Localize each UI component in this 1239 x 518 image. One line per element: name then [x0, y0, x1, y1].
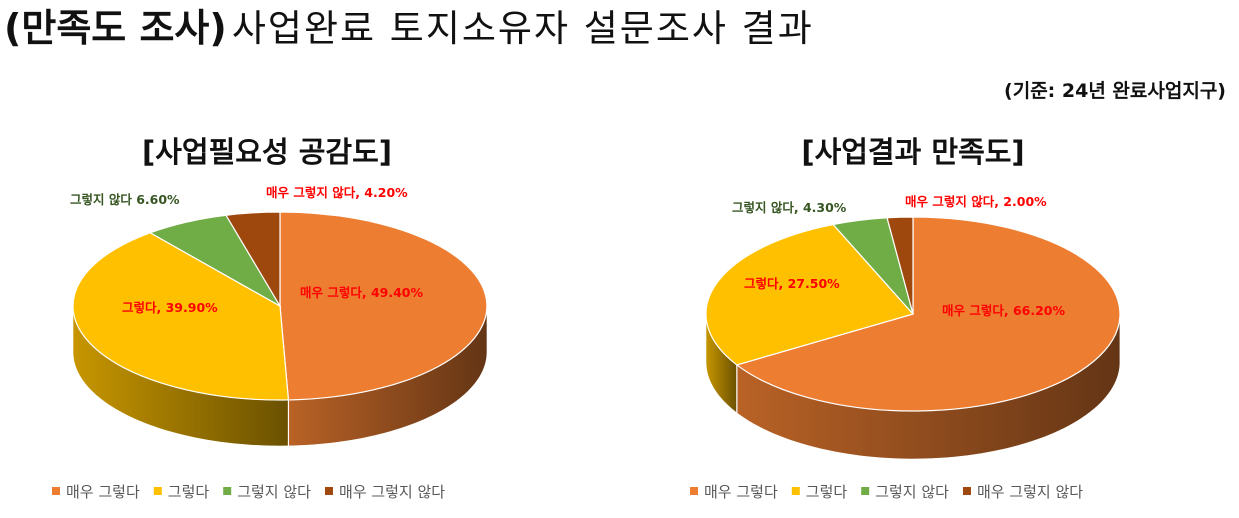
pie-side-walls: [705, 314, 1121, 460]
chart-legend: 매우 그렇다 그렇다 그렇지 않다 매우 그렇지 않다: [52, 483, 445, 501]
legend-swatch-no: [223, 487, 232, 495]
legend-label-yes: 그렇다: [806, 483, 848, 501]
data-label-very_yes: 매우 그렇다, 66.20%: [942, 303, 1065, 318]
page-title-rest: 사업완료 토지소유자 설문조사 결과: [231, 7, 814, 50]
pie-slice-yes: [72, 232, 290, 401]
legend-swatch-yes: [791, 487, 800, 495]
pie-slice-very_yes: [735, 216, 1121, 412]
pie-slices: [72, 211, 488, 401]
legend-label-very_no: 매우 그렇지 않다: [339, 483, 445, 501]
legend-label-no: 그렇지 않다: [875, 483, 949, 501]
pie-slice-very_yes: [279, 211, 488, 401]
legend-label-yes: 그렇다: [168, 483, 210, 501]
data-label-no: 그렇지 않다, 4.30%: [732, 200, 847, 215]
legend-label-very_yes: 매우 그렇다: [704, 483, 778, 501]
pie-slices: [705, 216, 1121, 412]
chart-title: [사업필요성 공감도]: [142, 135, 392, 169]
pie-slice-yes: [705, 223, 915, 366]
chart-legend: 매우 그렇다 그렇다 그렇지 않다 매우 그렇지 않다: [690, 483, 1083, 501]
data-label-very_no: 매우 그렇지 않다, 4.20%: [266, 185, 408, 200]
legend-swatch-very_no: [962, 487, 971, 495]
legend-label-no: 그렇지 않다: [237, 483, 311, 501]
data-label-no: 그렇지 않다 6.60%: [70, 192, 180, 207]
legend-swatch-yes: [153, 487, 162, 495]
page-title-bold: (만족도 조사): [4, 6, 227, 50]
data-label-yes: 그렇다, 39.90%: [122, 300, 218, 315]
legend-swatch-no: [861, 487, 870, 495]
chart-title: [사업결과 만족도]: [801, 135, 1024, 169]
chart-satisfaction: [사업결과 만족도] 매우 그렇다, 66.20% 그렇다, 27.50% 그렇지 않…: [690, 135, 1121, 501]
pie-slice-very_no: [225, 211, 281, 309]
data-label-very_no: 매우 그렇지 않다, 2.00%: [905, 194, 1047, 209]
legend-swatch-very_yes: [52, 487, 60, 495]
chart-necessity: [사업필요성 공감도] 매우 그렇다, 49.40% 그렇다, 39.90% 그렇지 …: [52, 135, 488, 501]
legend-swatch-very_no: [324, 487, 333, 495]
legend-swatch-very_yes: [690, 487, 698, 495]
legend-label-very_no: 매우 그렇지 않다: [977, 483, 1083, 501]
basis-note: (기준: 24년 완료사업지구): [1004, 80, 1226, 102]
data-label-very_yes: 매우 그렇다, 49.40%: [300, 285, 423, 300]
legend-label-very_yes: 매우 그렇다: [66, 483, 140, 501]
data-label-yes: 그렇다, 27.50%: [744, 276, 840, 291]
page-title: (만족도 조사) 사업완료 토지소유자 설문조사 결과: [4, 2, 814, 62]
pie-slice-very_no: [886, 216, 914, 315]
